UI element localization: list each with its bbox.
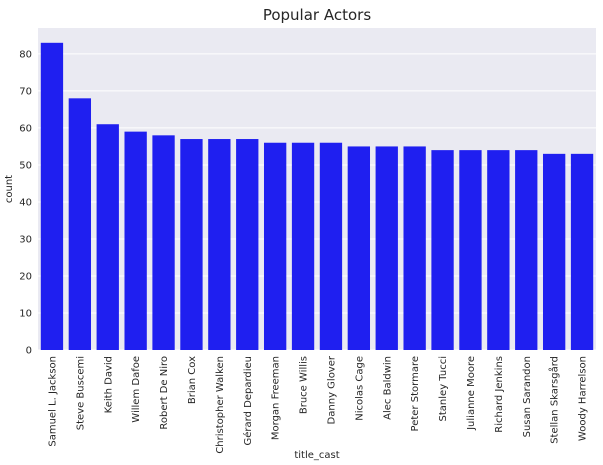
bar	[542, 153, 566, 350]
bar	[403, 146, 426, 350]
x-tick-label: Steve Buscemi	[75, 356, 86, 430]
y-tick-label: 50	[19, 160, 32, 171]
x-tick-label: Brian Cox	[187, 356, 198, 404]
bar	[263, 142, 287, 350]
bar	[319, 142, 343, 350]
y-tick-label: 10	[19, 308, 32, 319]
bar	[68, 98, 92, 350]
x-tick-label: Stellan Skarsgård	[548, 356, 561, 444]
y-tick-label: 40	[19, 197, 32, 208]
x-tick-label: Gérard Depardieu	[242, 356, 254, 445]
x-tick-label: Stanley Tucci	[438, 356, 449, 421]
y-tick-label: 0	[26, 346, 32, 357]
x-tick-label: Alec Baldwin	[382, 356, 393, 420]
bar	[570, 153, 594, 350]
x-axis: Samuel L. Jackson Steve Buscemi Keith Davi…	[47, 355, 588, 454]
bar	[208, 139, 231, 350]
bar	[40, 42, 64, 350]
x-tick-label: Julianne Moore	[466, 356, 477, 431]
bar	[96, 124, 119, 350]
bar	[152, 135, 175, 350]
bar	[459, 150, 482, 350]
bar	[236, 139, 259, 350]
x-tick-label: Richard Jenkins	[494, 356, 505, 433]
bar	[515, 150, 538, 350]
bar	[124, 131, 147, 350]
y-tick-label: 20	[19, 271, 32, 282]
x-tick-label: Susan Sarandon	[522, 356, 533, 437]
x-tick-label: Peter Stormare	[410, 356, 421, 431]
bar	[347, 146, 371, 350]
x-tick-label: Willem Dafoe	[131, 356, 142, 423]
y-tick-label: 70	[19, 86, 32, 97]
bar	[375, 146, 398, 350]
x-tick-label: Samuel L. Jackson	[47, 356, 58, 447]
chart-title: Popular Actors	[263, 6, 371, 24]
x-axis-label: title_cast	[294, 450, 339, 461]
x-tick-label: Danny Glover	[326, 355, 337, 424]
bar	[431, 150, 454, 350]
bar	[291, 142, 315, 350]
x-tick-label: Morgan Freeman	[271, 356, 282, 440]
x-tick-label: Nicolas Cage	[354, 356, 365, 421]
bars	[40, 42, 594, 350]
x-tick-label: Woody Harrelson	[578, 356, 589, 441]
x-tick-label: Robert De Niro	[159, 356, 170, 430]
x-tick-label: Keith David	[103, 356, 114, 413]
bar	[487, 150, 510, 350]
bar	[180, 139, 203, 350]
y-tick-label: 30	[19, 234, 32, 245]
y-tick-label: 80	[19, 49, 32, 60]
x-tick-label: Bruce Willis	[299, 356, 310, 414]
y-tick-label: 60	[19, 123, 32, 134]
y-axis-label: count	[4, 175, 15, 203]
plot-background	[38, 28, 596, 350]
y-axis: 0 10 20 30 40 50 60 70 80	[19, 49, 32, 356]
x-tick-label: Christopher Walken	[215, 356, 226, 454]
